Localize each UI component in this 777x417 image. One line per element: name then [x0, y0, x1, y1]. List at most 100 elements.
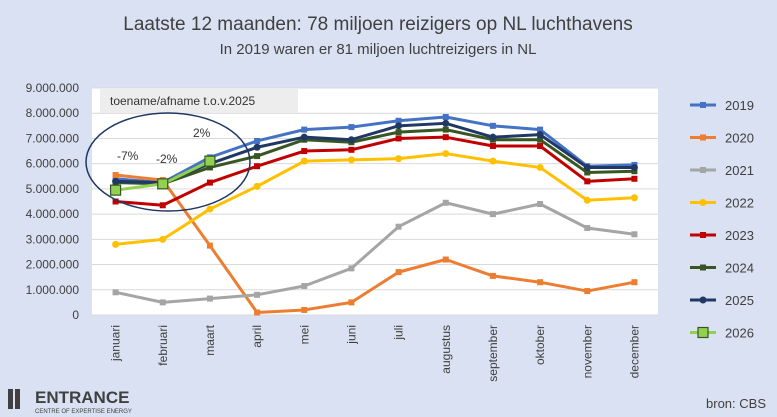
data-point	[442, 114, 449, 121]
y-tick-label: 0	[72, 308, 79, 322]
y-tick-label: 3.000.000	[26, 232, 80, 246]
data-point	[442, 119, 450, 127]
legend-label: 2025	[725, 293, 754, 308]
y-tick-label: 6.000.000	[26, 157, 80, 171]
data-point	[204, 155, 216, 167]
data-point	[301, 126, 308, 133]
data-point	[700, 264, 706, 271]
x-tick-label: februari	[156, 325, 170, 366]
data-point	[112, 198, 119, 205]
legend-item: 2024	[690, 261, 754, 276]
x-tick-label: april	[250, 325, 264, 348]
x-tick-label: maart	[203, 324, 217, 355]
data-point	[395, 129, 402, 136]
y-tick-label: 4.000.000	[26, 207, 80, 221]
data-point	[583, 196, 591, 204]
data-point	[442, 256, 449, 263]
data-point	[584, 288, 591, 295]
data-point	[301, 282, 308, 289]
data-point	[206, 242, 213, 249]
legend-item: 2023	[690, 228, 754, 243]
x-tick-label: november	[580, 325, 594, 378]
x-tick-label: augustus	[439, 325, 453, 374]
data-point	[537, 126, 544, 133]
data-point	[537, 279, 544, 286]
legend-label: 2022	[725, 196, 754, 211]
series-2021	[112, 199, 638, 306]
data-point	[489, 211, 496, 218]
data-point	[537, 136, 544, 143]
highlight-ellipse	[85, 112, 251, 212]
data-point	[631, 168, 638, 175]
data-point	[630, 194, 638, 202]
annotation-january: -7%	[117, 149, 139, 163]
data-point	[254, 163, 261, 170]
y-tick-label: 8.000.000	[26, 106, 80, 120]
y-tick-label: 1.000.000	[26, 283, 80, 297]
data-point	[347, 136, 355, 144]
data-point	[253, 143, 261, 151]
data-point	[348, 146, 355, 153]
series-lines	[109, 114, 638, 316]
data-point	[700, 102, 706, 108]
data-point	[442, 199, 449, 206]
source-note: bron: CBS	[706, 396, 766, 411]
data-point	[348, 265, 355, 272]
annotation-february: -2%	[156, 152, 178, 166]
data-point	[697, 326, 709, 339]
data-point	[442, 134, 449, 141]
legend: 2019 2020 2021 2022 2023 2024 2025 2026	[690, 98, 754, 341]
data-point	[631, 175, 638, 182]
plot-area	[92, 88, 658, 315]
data-point	[442, 126, 449, 133]
legend-label: 2024	[725, 261, 754, 276]
data-point	[395, 269, 402, 276]
x-tick-label: oktober	[533, 325, 547, 365]
annotation-box-label: toename/afname t.o.v.2025	[110, 94, 256, 108]
data-point	[112, 289, 119, 296]
data-point	[700, 134, 706, 141]
data-point	[254, 309, 261, 316]
data-point	[699, 296, 707, 304]
series-2026	[109, 155, 216, 196]
data-point	[159, 202, 166, 209]
data-point	[206, 295, 213, 302]
series-2025	[112, 119, 638, 187]
annotation-box	[100, 88, 298, 113]
legend-item: 2019	[690, 98, 754, 113]
data-point	[489, 272, 496, 279]
series-line	[115, 121, 635, 185]
series-line	[115, 173, 635, 314]
data-point	[630, 163, 638, 171]
data-point	[395, 122, 403, 130]
data-point	[254, 137, 261, 144]
logo-wordmark: ENTRANCE	[35, 388, 129, 407]
logo-bar-1	[8, 389, 13, 409]
series-line	[115, 201, 635, 304]
data-point	[395, 117, 402, 124]
x-tick-label: juli	[392, 325, 406, 341]
legend-item: 2022	[690, 196, 754, 211]
series-line	[115, 128, 635, 186]
x-axis-ticks: januari februari maart april mei juni juli augu…	[109, 324, 642, 381]
data-point	[489, 143, 496, 150]
x-tick-label: januari	[109, 325, 123, 362]
data-point	[159, 235, 167, 243]
x-tick-label: mei	[297, 325, 311, 344]
data-point	[112, 240, 120, 248]
data-point	[112, 172, 119, 179]
y-axis-ticks: 0 1.000.000 2.000.000 3.000.000 4.000.000 5.0…	[26, 81, 80, 322]
series-2020	[112, 172, 638, 316]
logo-tagline: CENTRE OF EXPERTISE ENERGY	[35, 409, 132, 415]
data-point	[395, 155, 403, 163]
data-point	[537, 143, 544, 150]
legend-item: 2020	[690, 131, 754, 146]
data-point	[583, 163, 591, 171]
data-point	[584, 178, 591, 185]
data-point	[347, 156, 355, 164]
legend-label: 2020	[725, 131, 754, 146]
data-point	[489, 122, 496, 129]
data-point	[253, 182, 261, 190]
